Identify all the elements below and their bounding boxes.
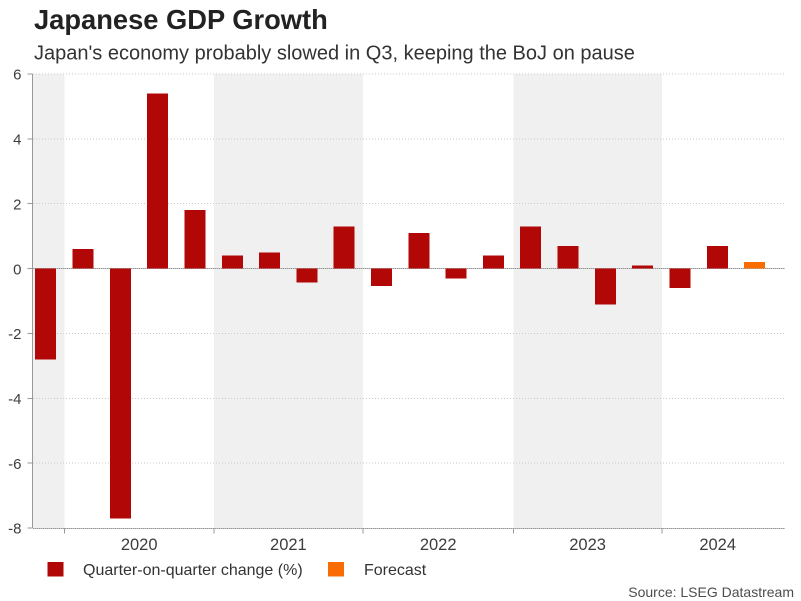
svg-text:Quarter-on-quarter change (%): Quarter-on-quarter change (%)	[83, 562, 303, 579]
svg-text:2024: 2024	[699, 536, 736, 554]
svg-text:-8: -8	[8, 521, 21, 538]
svg-text:2021: 2021	[270, 536, 307, 554]
svg-text:2023: 2023	[569, 536, 606, 554]
svg-text:6: 6	[13, 67, 21, 84]
svg-text:Forecast: Forecast	[364, 562, 427, 579]
svg-text:Japan's economy probably slowe: Japan's economy probably slowed in Q3, k…	[34, 43, 635, 65]
svg-text:2020: 2020	[121, 536, 158, 554]
svg-text:4: 4	[13, 132, 21, 149]
svg-text:-2: -2	[8, 326, 21, 343]
svg-text:0: 0	[13, 261, 21, 278]
svg-text:Source: LSEG Datastream: Source: LSEG Datastream	[628, 584, 794, 600]
svg-text:Japanese GDP Growth: Japanese GDP Growth	[34, 4, 328, 35]
svg-text:-6: -6	[8, 456, 21, 473]
svg-text:2: 2	[13, 196, 21, 213]
svg-text:2022: 2022	[420, 536, 457, 554]
svg-text:-4: -4	[8, 391, 21, 408]
